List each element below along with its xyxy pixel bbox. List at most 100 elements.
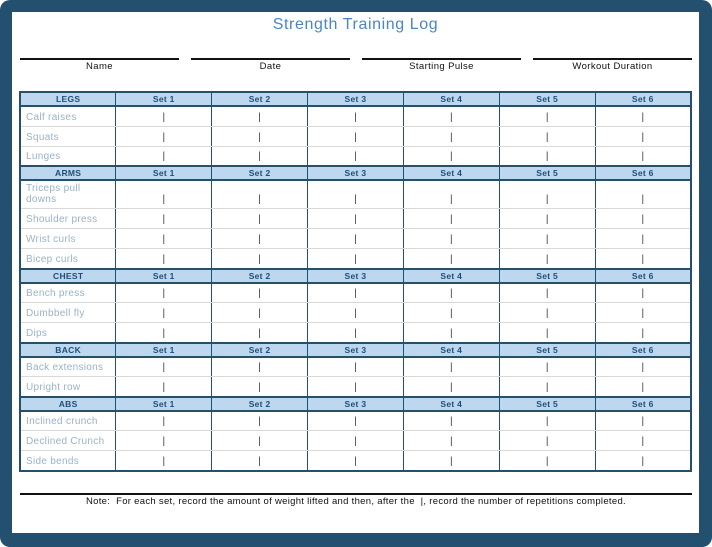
set-entry-cell[interactable]: | xyxy=(115,430,213,451)
set-entry-cell[interactable]: | xyxy=(594,450,692,471)
set-entry-cell[interactable]: | xyxy=(402,322,500,343)
set-entry-cell[interactable]: | xyxy=(115,248,213,269)
set-entry-cell[interactable]: | xyxy=(307,106,404,127)
set-entry-cell[interactable]: | xyxy=(307,146,404,167)
set-entry-cell[interactable]: | xyxy=(211,228,309,249)
set-entry-cell[interactable]: | xyxy=(402,282,500,303)
set-entry-cell[interactable]: | xyxy=(402,376,500,397)
set-entry-cell[interactable]: | xyxy=(498,228,596,249)
set-entry-cell[interactable]: | xyxy=(307,410,404,431)
exercise-row: Upright row | | | | | | xyxy=(19,376,692,397)
set-entry-cell[interactable]: | xyxy=(402,410,500,431)
set-entry-cell[interactable]: | xyxy=(402,248,500,269)
set-column-header: Set 3 xyxy=(307,165,404,181)
exercise-row: Lunges | | | | | | xyxy=(19,146,692,167)
set-entry-cell[interactable]: | xyxy=(402,302,500,323)
set-entry-cell[interactable]: | xyxy=(115,322,213,343)
set-entry-cell[interactable]: | xyxy=(115,208,213,229)
section-header-row-legs: LEGS Set 1 Set 2 Set 3 Set 4 Set 5 Set 6 xyxy=(19,91,692,107)
set-entry-cell[interactable]: | xyxy=(307,376,404,397)
name-entry-line[interactable] xyxy=(20,58,179,60)
set-entry-cell[interactable]: | xyxy=(594,430,692,451)
set-entry-cell[interactable]: | xyxy=(498,180,596,209)
set-entry-cell[interactable]: | xyxy=(594,106,692,127)
set-entry-cell[interactable]: | xyxy=(498,322,596,343)
set-entry-cell[interactable]: | xyxy=(211,322,309,343)
set-entry-cell[interactable]: | xyxy=(115,126,213,147)
set-entry-cell[interactable]: | xyxy=(115,106,213,127)
set-entry-cell[interactable]: | xyxy=(115,410,213,431)
set-entry-cell[interactable]: | xyxy=(115,450,213,471)
set-entry-cell[interactable]: | xyxy=(402,208,500,229)
set-entry-cell[interactable]: | xyxy=(402,356,500,377)
set-entry-cell[interactable]: | xyxy=(307,208,404,229)
set-entry-cell[interactable]: | xyxy=(211,126,309,147)
set-entry-cell[interactable]: | xyxy=(594,322,692,343)
set-entry-cell[interactable]: | xyxy=(307,356,404,377)
set-entry-cell[interactable]: | xyxy=(211,450,309,471)
set-entry-cell[interactable]: | xyxy=(115,302,213,323)
set-entry-cell[interactable]: | xyxy=(211,106,309,127)
set-entry-cell[interactable]: | xyxy=(307,302,404,323)
set-entry-cell[interactable]: | xyxy=(211,146,309,167)
set-entry-cell[interactable]: | xyxy=(211,430,309,451)
set-entry-cell[interactable]: | xyxy=(402,126,500,147)
set-entry-cell[interactable]: | xyxy=(498,450,596,471)
set-entry-cell[interactable]: | xyxy=(211,356,309,377)
set-entry-cell[interactable]: | xyxy=(594,282,692,303)
set-entry-cell[interactable]: | xyxy=(594,228,692,249)
date-entry-line[interactable] xyxy=(191,58,350,60)
set-entry-cell[interactable]: | xyxy=(402,146,500,167)
set-entry-cell[interactable]: | xyxy=(307,322,404,343)
set-entry-cell[interactable]: | xyxy=(594,356,692,377)
set-entry-cell[interactable]: | xyxy=(307,126,404,147)
set-entry-cell[interactable]: | xyxy=(498,208,596,229)
starting-pulse-entry-line[interactable] xyxy=(362,58,521,60)
set-entry-cell[interactable]: | xyxy=(594,146,692,167)
set-entry-cell[interactable]: | xyxy=(498,376,596,397)
set-entry-cell[interactable]: | xyxy=(498,302,596,323)
set-entry-cell[interactable]: | xyxy=(498,282,596,303)
set-entry-cell[interactable]: | xyxy=(498,106,596,127)
set-entry-cell[interactable]: | xyxy=(211,208,309,229)
set-entry-cell[interactable]: | xyxy=(402,180,500,209)
set-entry-cell[interactable]: | xyxy=(498,146,596,167)
set-entry-cell[interactable]: | xyxy=(115,228,213,249)
set-entry-cell[interactable]: | xyxy=(307,430,404,451)
workout-duration-entry-line[interactable] xyxy=(533,58,692,60)
set-entry-cell[interactable]: | xyxy=(211,248,309,269)
set-entry-cell[interactable]: | xyxy=(594,302,692,323)
set-entry-cell[interactable]: | xyxy=(307,228,404,249)
set-entry-cell[interactable]: | xyxy=(115,376,213,397)
set-entry-cell[interactable]: | xyxy=(211,180,309,209)
set-entry-cell[interactable]: | xyxy=(498,356,596,377)
set-entry-cell[interactable]: | xyxy=(307,180,404,209)
set-entry-cell[interactable]: | xyxy=(115,282,213,303)
set-entry-cell[interactable]: | xyxy=(402,106,500,127)
set-entry-cell[interactable]: | xyxy=(594,208,692,229)
set-entry-cell[interactable]: | xyxy=(115,356,213,377)
set-entry-cell[interactable]: | xyxy=(211,410,309,431)
set-entry-cell[interactable]: | xyxy=(594,248,692,269)
set-entry-cell[interactable]: | xyxy=(498,248,596,269)
set-entry-cell[interactable]: | xyxy=(211,302,309,323)
set-entry-cell[interactable]: | xyxy=(307,450,404,471)
set-entry-cell[interactable]: | xyxy=(498,410,596,431)
set-entry-cell[interactable]: | xyxy=(307,282,404,303)
set-entry-cell[interactable]: | xyxy=(307,248,404,269)
set-entry-cell[interactable]: | xyxy=(402,430,500,451)
set-entry-cell[interactable]: | xyxy=(594,180,692,209)
set-column-header: Set 4 xyxy=(402,165,500,181)
set-entry-cell[interactable]: | xyxy=(211,376,309,397)
set-entry-cell[interactable]: | xyxy=(115,180,213,209)
set-entry-cell[interactable]: | xyxy=(594,410,692,431)
set-entry-cell[interactable]: | xyxy=(402,228,500,249)
set-column-header: Set 4 xyxy=(402,341,500,358)
set-entry-cell[interactable]: | xyxy=(211,282,309,303)
set-entry-cell[interactable]: | xyxy=(115,146,213,167)
set-entry-cell[interactable]: | xyxy=(594,126,692,147)
set-entry-cell[interactable]: | xyxy=(498,126,596,147)
set-entry-cell[interactable]: | xyxy=(594,376,692,397)
set-entry-cell[interactable]: | xyxy=(402,450,500,471)
set-entry-cell[interactable]: | xyxy=(498,430,596,451)
